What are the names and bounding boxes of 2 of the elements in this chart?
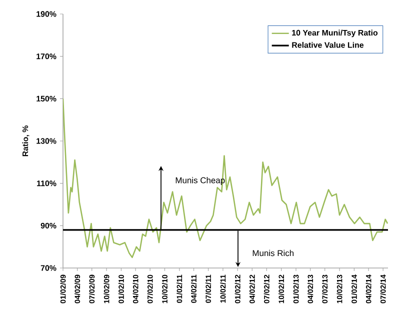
annotation: Munis Rich [252, 250, 294, 256]
line-series [63, 98, 388, 258]
